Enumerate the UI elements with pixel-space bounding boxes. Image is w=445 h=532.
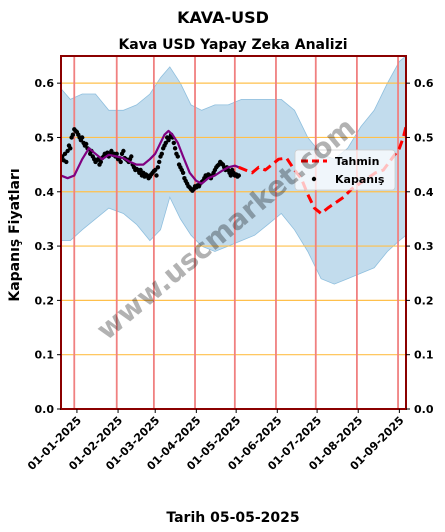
legend-forecast-label: Tahmin (335, 155, 379, 168)
y-tick-label-left-1: 0.1 (35, 349, 55, 362)
close-point-42 (114, 151, 119, 156)
y-tick-label-right-2: 0.2 (414, 294, 434, 307)
close-point-47 (121, 148, 126, 154)
close-point-9 (70, 132, 76, 137)
close-point-3 (62, 151, 68, 156)
close-point-4 (64, 159, 69, 165)
chart-title: Kava USD Yapay Zeka Analizi (118, 37, 347, 53)
close-point-5 (65, 148, 70, 154)
y-tick-label-right-0: 0.0 (414, 403, 434, 416)
y-tick-label-right-5: 0.5 (414, 131, 434, 144)
close-point-45 (118, 159, 123, 165)
plot-frame (60, 55, 407, 410)
close-point-60 (138, 167, 143, 173)
chart-suptitle: KAVA-USD (177, 8, 269, 27)
close-point-92 (180, 170, 186, 175)
legend-close-label: Kapanış (335, 173, 385, 186)
y-tick-label-right-3: 0.3 (414, 240, 434, 253)
y-tick-label-left-2: 0.2 (35, 294, 55, 307)
y-axis-label: Kapanış Fiyatları (7, 168, 23, 301)
plot-area: 0.0 0.0 0.1 0.1 0.2 0.2 0.3 0.3 0.4 0.4 0.5 0.5 0.6 0… (25, 55, 434, 473)
close-point-86 (172, 146, 178, 151)
close-point-71 (153, 167, 158, 173)
close-point-72 (154, 173, 159, 178)
close-point-7 (68, 146, 73, 151)
close-point-38 (109, 148, 114, 154)
close-point-74 (157, 159, 162, 165)
moving-average-line (61, 129, 240, 185)
x-axis-label: Tarih 05-05-2025 (166, 510, 299, 526)
close-point-73 (155, 165, 161, 170)
close-point-88 (175, 154, 180, 159)
close-point-134 (236, 173, 241, 178)
close-point-30 (98, 159, 104, 165)
y-tick-label-right-1: 0.1 (414, 349, 434, 362)
y-tick-label-left-0: 0.0 (35, 403, 55, 416)
close-point-85 (171, 140, 176, 146)
legend-close-swatch (311, 176, 317, 182)
legend-box (294, 149, 396, 191)
close-point-19 (84, 141, 89, 147)
y-tick-label-left-3: 0.3 (35, 240, 55, 253)
close-point-76 (159, 151, 164, 156)
y-tick-label-left-4: 0.4 (35, 186, 55, 199)
legend: Tahmin Kapanış (294, 149, 396, 191)
y-tick-label-left-5: 0.5 (35, 131, 55, 144)
close-point-79 (163, 140, 168, 146)
y-tick-label-left-6: 0.6 (35, 77, 55, 90)
close-point-53 (129, 154, 134, 159)
y-tick-label-right-6: 0.6 (414, 77, 434, 90)
plot-inner (61, 56, 406, 409)
close-point-16 (80, 135, 85, 140)
y-tick-label-right-4: 0.4 (414, 186, 434, 199)
close-point-128 (228, 173, 233, 178)
